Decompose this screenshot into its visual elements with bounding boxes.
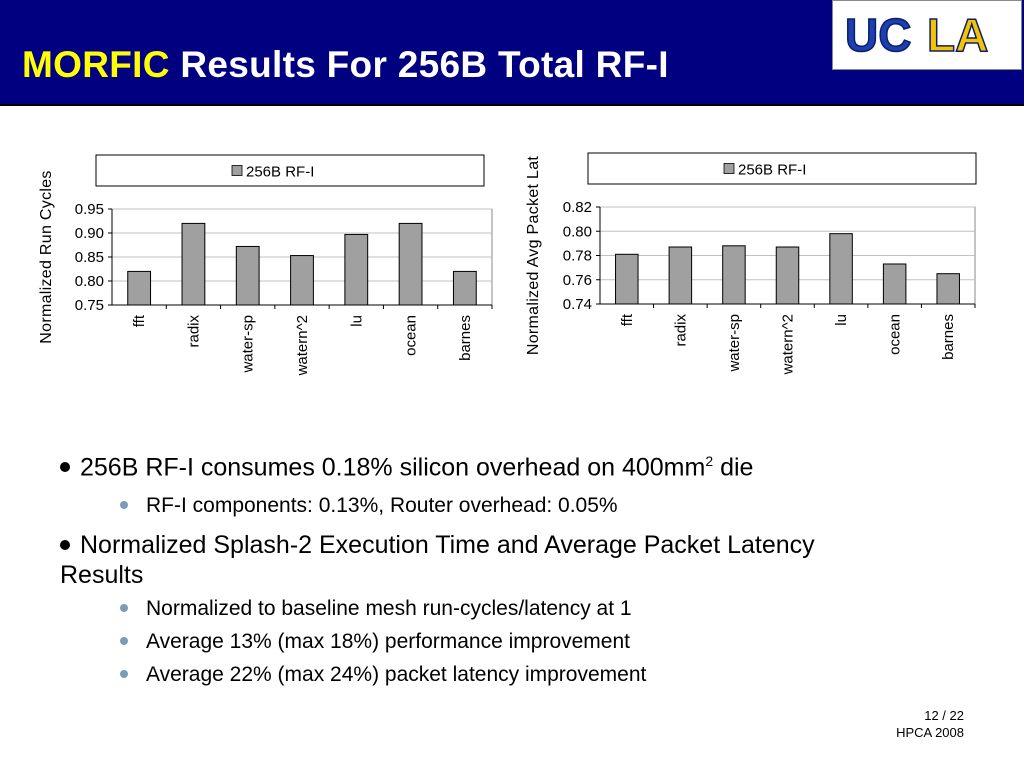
venue-label: HPCA 2008 xyxy=(896,725,964,740)
bullet-2-text: Normalized Splash-2 Execution Time and A… xyxy=(60,531,815,590)
sub-bullet-dot-icon xyxy=(120,637,128,646)
y-tick-label: 0.95 xyxy=(75,201,104,218)
bar-lu xyxy=(829,233,853,305)
y-tick-label: 0.85 xyxy=(75,249,104,266)
legend-swatch xyxy=(231,165,243,176)
y-axis-label: Normalized Avg Packet Lat xyxy=(525,156,542,356)
bar-fft xyxy=(615,253,639,305)
x-tick-label: lu xyxy=(833,314,850,326)
bar-barnes xyxy=(452,270,477,306)
bar-water-sp xyxy=(235,245,260,306)
bullet-1-tail: die xyxy=(713,453,754,482)
logo-la: LA xyxy=(927,9,988,61)
y-tick-label: 0.78 xyxy=(563,248,592,265)
y-tick-label: 0.90 xyxy=(75,225,104,242)
legend-label: 256B RF-I xyxy=(738,162,806,179)
bullet-1-sub-1-text: RF-I components: 0.13%, Router overhead:… xyxy=(146,494,618,518)
bullet-1: 256B RF-I consumes 0.18% silicon overhea… xyxy=(60,446,960,482)
x-tick-label: fft xyxy=(131,314,148,327)
slide-title: MORFIC Results For 256B Total RF-I xyxy=(22,44,669,86)
bullet-1-sup: 2 xyxy=(705,453,714,469)
chart-run-cycles: 256B RF-I 0.75 0.80 0.85 0.90 0.95 fft radix wat… xyxy=(38,154,493,376)
bullet-2-sub-1-text: Normalized to baseline mesh run-cycles/l… xyxy=(146,597,632,621)
bullet-dot-icon xyxy=(60,461,70,472)
x-tick-label: fft xyxy=(619,313,636,326)
bullet-list: 256B RF-I consumes 0.18% silicon overhea… xyxy=(60,446,960,691)
y-tick-label: 0.80 xyxy=(563,223,592,240)
x-tick-label: water-sp xyxy=(726,314,743,373)
footer: 12 / 22 HPCA 2008 xyxy=(896,707,964,741)
y-tick-label: 0.76 xyxy=(563,272,592,289)
x-tick-label: ocean xyxy=(887,314,904,355)
bar-radix xyxy=(181,222,206,306)
y-tick-label: 0.75 xyxy=(75,297,104,314)
bar-fft xyxy=(127,270,152,306)
bar-watern^2 xyxy=(775,246,800,305)
x-tick-label: barnes xyxy=(457,315,474,361)
legend-label: 256B RF-I xyxy=(246,164,314,181)
bar-ocean xyxy=(398,222,423,306)
x-tick-label: lu xyxy=(348,315,365,327)
legend-box xyxy=(95,154,485,187)
bullet-2-sub-1: Normalized to baseline mesh run-cycles/l… xyxy=(60,592,960,625)
bullet-2: Normalized Splash-2 Execution Time and A… xyxy=(60,530,870,590)
x-tick-label: ocean xyxy=(403,315,420,356)
sub-bullet-dot-icon xyxy=(120,501,128,510)
x-tick-label: watern^2 xyxy=(294,315,311,376)
sub-bullet-dot-icon xyxy=(120,670,128,679)
bar-lu xyxy=(344,233,369,306)
y-tick-label: 0.82 xyxy=(563,199,592,216)
chart-packet-latency: 256B RF-I 0.74 0.76 0.78 0.80 0.82 fft radix wat… xyxy=(525,152,977,375)
x-tick-label: radix xyxy=(672,314,689,347)
legend-box xyxy=(587,152,977,185)
bullet-2-sub-2-text: Average 13% (max 18%) performance improv… xyxy=(146,630,630,654)
y-tick-label: 0.80 xyxy=(75,273,104,290)
legend-swatch xyxy=(723,163,735,174)
bullet-1-text: 256B RF-I consumes 0.18% silicon overhea… xyxy=(80,453,706,482)
ucla-logo: UC LA xyxy=(832,0,1022,70)
bar-ocean xyxy=(882,263,907,305)
bullet-2-sub-2: Average 13% (max 18%) performance improv… xyxy=(60,625,960,658)
bar-water-sp xyxy=(722,245,746,305)
x-tick-label: barnes xyxy=(940,314,957,360)
x-tick-label: watern^2 xyxy=(780,314,797,375)
page-number: 12 / 22 xyxy=(924,708,964,723)
y-axis-label: Normalized Run Cycles xyxy=(38,170,55,343)
logo-uc: UC xyxy=(845,9,911,61)
x-tick-label: water-sp xyxy=(240,315,257,374)
bullet-dot-icon xyxy=(60,539,70,550)
y-tick-label: 0.74 xyxy=(563,296,592,313)
x-tick-label: radix xyxy=(185,315,202,348)
bullet-2-sub-3: Average 22% (max 24%) packet latency imp… xyxy=(60,658,960,691)
bar-watern^2 xyxy=(290,255,314,306)
sub-bullet-dot-icon xyxy=(120,604,128,613)
title-highlight: MORFIC xyxy=(22,44,170,85)
title-rest: Results For 256B Total RF-I xyxy=(169,44,669,85)
bullet-1-sub-1: RF-I components: 0.13%, Router overhead:… xyxy=(60,489,960,522)
bullet-2-sub-3-text: Average 22% (max 24%) packet latency imp… xyxy=(146,663,647,687)
bar-radix xyxy=(668,246,693,305)
bar-barnes xyxy=(936,273,960,305)
